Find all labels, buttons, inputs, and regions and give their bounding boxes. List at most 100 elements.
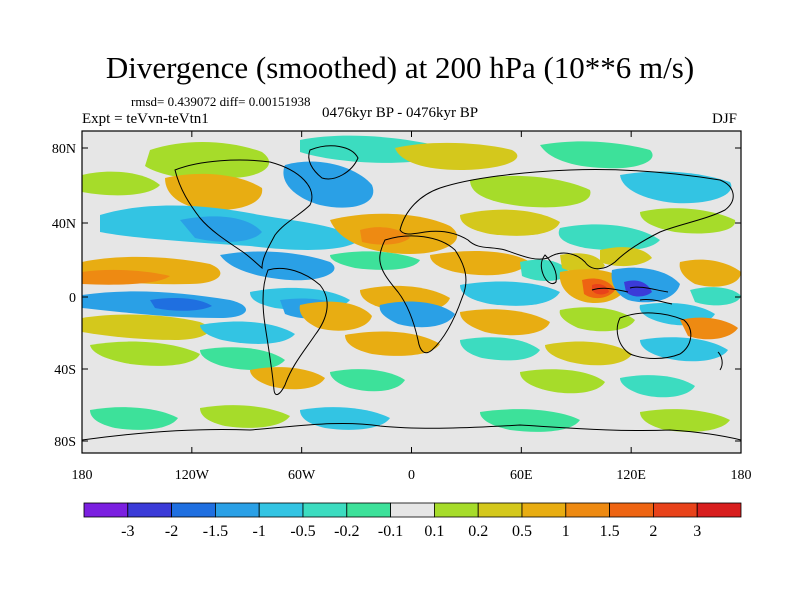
india-coast xyxy=(540,254,557,285)
colorbar-swatch xyxy=(214,502,260,518)
lon-tick-label: 180 xyxy=(731,468,752,483)
field-patch xyxy=(165,173,263,211)
experiment-label: Expt = teVvn-teVtn1 xyxy=(82,111,209,127)
colorbar-swatch xyxy=(477,502,523,518)
colorbar-swatch xyxy=(346,502,391,518)
lon-tick-label: 60E xyxy=(510,468,533,483)
colorbar-swatch xyxy=(521,502,567,518)
field-patch xyxy=(460,209,560,236)
field-patch xyxy=(640,337,728,362)
axis-ticks: 80N 40N 0 40S 80S 180 120W 60W 0 60E 120E 180 xyxy=(52,131,752,483)
colorbar-label: 0.5 xyxy=(512,523,532,540)
colorbar-swatch xyxy=(127,502,173,518)
colorbar-swatch xyxy=(302,502,348,518)
field-patch xyxy=(200,321,295,344)
field-patch xyxy=(558,224,660,251)
map-field xyxy=(82,131,741,453)
colorbar-label: -3 xyxy=(121,523,134,540)
field-patch xyxy=(200,347,285,370)
field-patch xyxy=(82,269,170,285)
field-patch xyxy=(82,314,210,340)
field-patch xyxy=(460,337,540,361)
field-patch xyxy=(330,251,420,270)
field-patch xyxy=(345,331,440,356)
colorbar-swatch xyxy=(609,502,654,518)
field-patch xyxy=(592,283,609,295)
new-zealand-coast xyxy=(717,351,723,371)
field-patch xyxy=(360,227,410,245)
colorbar-swatch xyxy=(565,502,610,518)
colorbar-swatch xyxy=(390,502,435,518)
field-patch xyxy=(520,369,605,394)
colorbar-label: -1 xyxy=(253,523,266,540)
field-patch xyxy=(680,317,738,340)
colorbar-swatch xyxy=(433,502,479,518)
field-patch xyxy=(520,259,570,281)
colorbar-swatch xyxy=(258,502,304,518)
colorbar-swatch xyxy=(171,502,216,518)
colorbar-label: 1.5 xyxy=(600,523,620,540)
field-patch xyxy=(640,208,736,234)
field-patch xyxy=(430,250,530,276)
field-patch xyxy=(620,375,695,398)
colorbar-label: 0.1 xyxy=(424,523,444,540)
field-patch xyxy=(220,251,335,281)
coastlines xyxy=(82,145,741,441)
australia-coast xyxy=(616,312,692,359)
lat-tick-label: 80N xyxy=(52,142,76,157)
colorbar-label: 3 xyxy=(693,523,701,540)
lat-tick-label: 40S xyxy=(54,363,76,378)
field-patch xyxy=(600,247,652,267)
field-patch xyxy=(545,341,632,366)
field-patch xyxy=(460,309,550,336)
lat-tick-label: 40N xyxy=(52,217,76,232)
lon-tick-label: 180 xyxy=(72,468,93,483)
field-patch xyxy=(540,141,653,169)
field-patch xyxy=(200,405,290,428)
map-title: Divergence (smoothed) at 200 hPa (10**6 … xyxy=(105,50,695,85)
field-patch xyxy=(640,409,730,432)
africa-coast xyxy=(379,235,467,354)
field-patch xyxy=(559,307,635,332)
lon-tick-label: 120E xyxy=(616,468,646,483)
lon-tick-label: 0 xyxy=(408,468,415,483)
field-patch xyxy=(150,298,212,311)
field-patch xyxy=(460,281,560,306)
field-patch xyxy=(624,280,652,297)
colorbar-swatch xyxy=(83,502,129,518)
field-patch xyxy=(690,287,741,306)
antarctica-coast xyxy=(82,422,741,441)
lon-tick-label: 60W xyxy=(288,468,316,483)
north-america-coast xyxy=(174,159,313,270)
period-label: 0476kyr BP - 0476kyr BP xyxy=(322,105,479,121)
indonesia-coast xyxy=(591,286,673,305)
colorbar: -3 -2 -1.5 -1 -0.5 -0.2 -0.1 0.1 0.2 0.5 1 1.5 2 3 xyxy=(83,502,742,540)
field-patch xyxy=(283,161,374,208)
europe-asia-coast xyxy=(399,168,734,270)
colorbar-label: -0.2 xyxy=(334,523,359,540)
colorbar-label: -2 xyxy=(165,523,178,540)
field-patch xyxy=(679,259,741,287)
greenland-coast xyxy=(308,145,359,180)
field-patch xyxy=(82,171,160,196)
lat-tick-label: 80S xyxy=(54,435,76,450)
colorbar-label: 0.2 xyxy=(468,523,488,540)
field-patch xyxy=(379,301,455,328)
colorbar-label: 2 xyxy=(649,523,657,540)
colorbar-label: -0.1 xyxy=(378,523,403,540)
field-patch xyxy=(395,142,518,170)
colorbar-swatch xyxy=(653,502,698,518)
south-america-coast xyxy=(262,267,328,396)
season-label: DJF xyxy=(712,111,738,127)
field-patch xyxy=(620,171,732,204)
colorbar-label: 1 xyxy=(562,523,570,540)
field-patch xyxy=(560,253,605,273)
colorbar-swatch xyxy=(696,502,742,518)
field-patch xyxy=(90,341,200,366)
colorbar-label: -0.5 xyxy=(290,523,315,540)
lon-tick-label: 120W xyxy=(175,468,210,483)
colorbar-label: -1.5 xyxy=(203,523,228,540)
field-patch xyxy=(90,407,178,430)
stats-line: rmsd= 0.439072 diff= 0.00151938 xyxy=(131,94,311,109)
